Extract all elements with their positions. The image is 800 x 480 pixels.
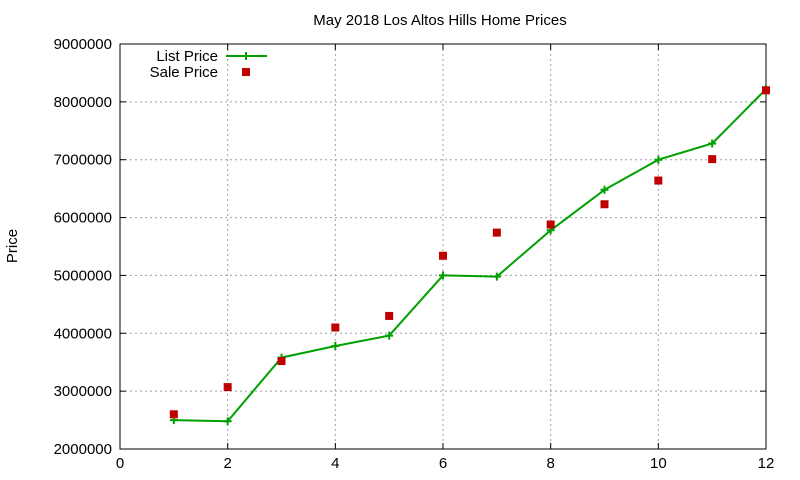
grid xyxy=(120,44,766,449)
data-point xyxy=(439,271,447,280)
x-tick-label: 4 xyxy=(331,455,339,472)
series-sale-price xyxy=(169,86,770,419)
data-point xyxy=(600,185,609,194)
data-point xyxy=(762,86,770,95)
data-point xyxy=(654,176,663,185)
data-point xyxy=(600,200,609,209)
x-tick-label: 12 xyxy=(758,455,775,472)
y-tick-label: 3000000 xyxy=(54,383,112,400)
data-point xyxy=(708,139,717,148)
data-point xyxy=(331,323,340,332)
y-tick-label: 4000000 xyxy=(54,325,112,342)
x-tick-label: 0 xyxy=(116,455,124,472)
x-tick-label: 10 xyxy=(650,455,667,472)
data-point xyxy=(223,417,232,426)
data-point xyxy=(277,357,286,366)
legend-marker-sale-price xyxy=(242,68,250,76)
x-tick-label: 8 xyxy=(546,455,554,472)
data-point xyxy=(546,220,555,229)
data-point xyxy=(223,383,232,392)
data-point xyxy=(708,155,717,164)
data-point xyxy=(169,410,178,419)
legend-label-sale-price: Sale Price xyxy=(150,64,218,81)
series-line-list-price xyxy=(173,88,767,423)
x-tick-label: 6 xyxy=(439,455,447,472)
x-tick-label: 2 xyxy=(223,455,231,472)
y-tick-label: 2000000 xyxy=(54,441,112,458)
axis-ticks: 0 2 4 6 8 10 12 2000000 3000000 4000000 5000000 600… xyxy=(54,36,775,472)
data-point xyxy=(385,311,394,320)
data-point xyxy=(439,251,447,260)
data-point xyxy=(654,155,663,164)
data-point xyxy=(331,342,340,351)
data-point xyxy=(492,272,501,281)
series-layer xyxy=(169,85,770,426)
y-tick-label: 7000000 xyxy=(54,152,112,169)
y-tick-label: 6000000 xyxy=(54,210,112,227)
series-list-price xyxy=(169,85,770,426)
legend-marker-list-price xyxy=(242,52,250,60)
legend-label-list-price: List Price xyxy=(156,48,218,65)
y-tick-label: 5000000 xyxy=(54,267,112,284)
data-point xyxy=(492,228,501,237)
y-axis-label: Price xyxy=(4,229,21,263)
chart-title: May 2018 Los Altos Hills Home Prices xyxy=(313,12,566,29)
data-point xyxy=(385,331,394,340)
y-tick-label: 8000000 xyxy=(54,94,112,111)
y-tick-label: 9000000 xyxy=(54,36,112,53)
